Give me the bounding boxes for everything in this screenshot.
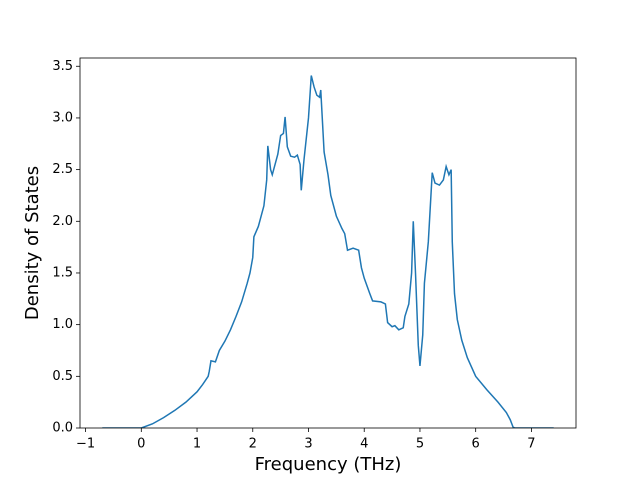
y-tick-label: 1.5 [52,265,73,280]
x-tick-label: 2 [249,437,257,452]
y-axis-label: Density of States [22,166,43,320]
plot-frame [79,57,577,429]
x-tick-label: 0 [137,437,145,452]
x-tick-label: 3 [304,437,312,452]
y-tick-label: 3.0 [52,110,73,125]
line [102,75,554,428]
x-tick-label: 1 [193,437,201,452]
y-tick-label: 2.0 [52,214,73,229]
y-tick-label: 0.5 [52,369,73,384]
x-tick-label: 4 [360,437,368,452]
x-tick-label: 5 [416,437,424,452]
y-tick-label: 2.5 [52,162,73,177]
x-tick-label: −1 [76,437,95,452]
x-tick-label: 6 [472,437,480,452]
y-tick-label: 0.0 [52,421,73,436]
x-axis-label: Frequency (THz) [255,454,402,475]
x-tick-label: 7 [527,437,535,452]
y-tick-label: 1.0 [52,317,73,332]
y-tick-label: 3.5 [52,59,73,74]
